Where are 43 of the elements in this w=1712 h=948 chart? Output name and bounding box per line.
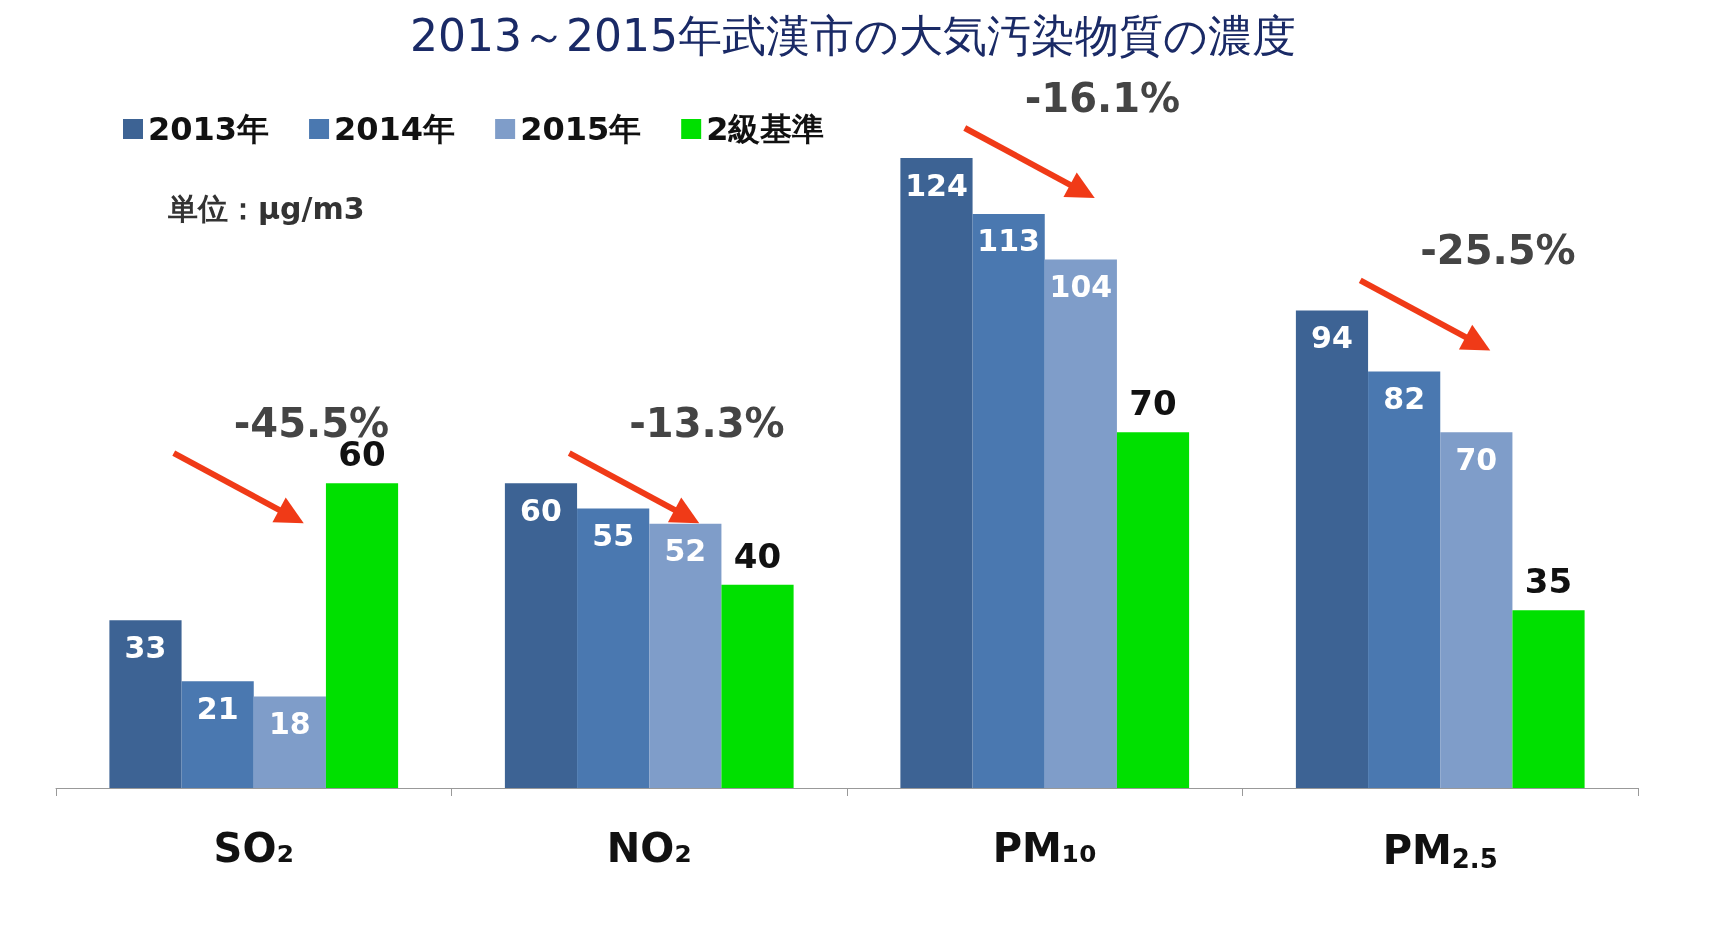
data-label: 124 — [905, 167, 968, 203]
data-label: 21 — [196, 690, 239, 726]
bar — [972, 213, 1045, 788]
bar — [181, 681, 254, 788]
bar — [1116, 432, 1190, 788]
x-tick-label: NO₂ — [606, 825, 692, 871]
chart-title: 2013～2015年武漢市の大気汚染物質の濃度 — [410, 9, 1296, 61]
data-label: 113 — [977, 223, 1040, 259]
bar — [721, 584, 794, 788]
data-label: 18 — [268, 706, 311, 742]
annotation: -25.5% — [1420, 227, 1576, 274]
legend-label: 2013年 — [148, 110, 270, 148]
x-tick-label: PM₁₀ — [992, 825, 1097, 871]
data-label: 52 — [664, 533, 707, 569]
data-label: 104 — [1049, 269, 1113, 305]
x-tick-label: PM2.5 — [1382, 827, 1498, 874]
data-label: 40 — [733, 535, 782, 576]
data-label: 33 — [124, 629, 167, 665]
data-label: 55 — [592, 518, 635, 554]
bar — [253, 696, 326, 788]
bar — [109, 620, 182, 788]
data-label: 70 — [1129, 383, 1177, 424]
data-label: 60 — [520, 492, 562, 528]
bar — [504, 483, 578, 788]
bar — [1440, 432, 1513, 788]
bar — [649, 523, 722, 788]
bar — [1512, 610, 1585, 788]
data-label: 94 — [1311, 319, 1353, 355]
bar — [1368, 371, 1441, 788]
bar — [1295, 310, 1369, 788]
bar — [900, 158, 973, 788]
annotation: 単位：μg/m3 — [168, 190, 365, 226]
legend-label: 2級基準 — [706, 110, 825, 148]
data-label: 82 — [1383, 380, 1426, 416]
legend-label: 2014年 — [334, 110, 456, 148]
annotation: -13.3% — [629, 400, 785, 447]
legend-label: 2015年 — [520, 110, 642, 148]
data-label: 35 — [1524, 561, 1573, 602]
data-label: 70 — [1455, 441, 1498, 477]
bar — [1044, 259, 1117, 788]
x-tick-label: SO₂ — [213, 825, 294, 871]
text: -16.1% — [1024, 75, 1181, 121]
bar — [325, 483, 399, 788]
